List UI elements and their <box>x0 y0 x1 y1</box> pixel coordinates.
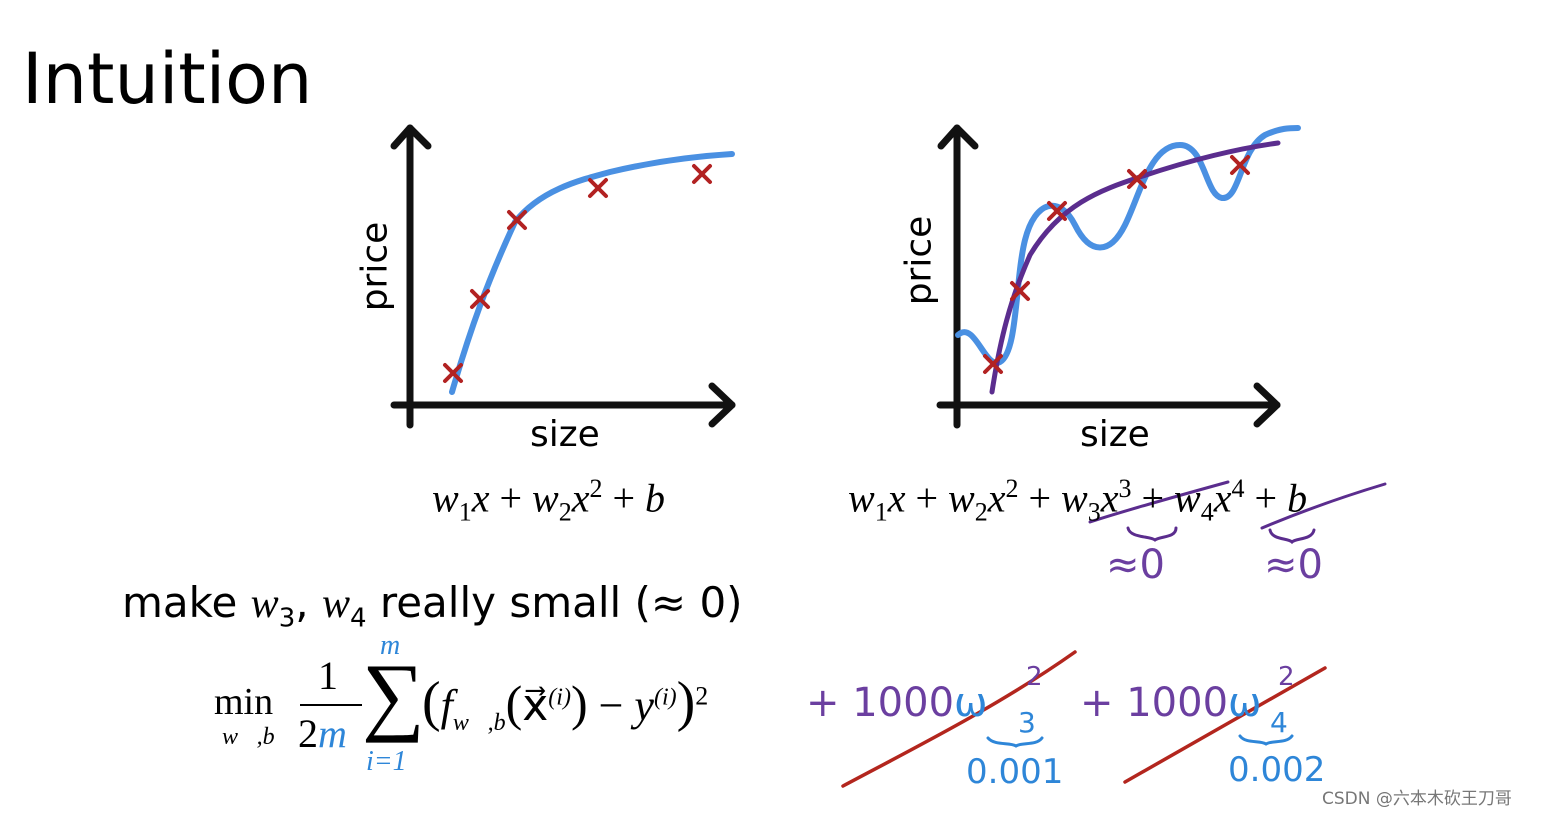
denominator-m: m <box>318 711 347 756</box>
min-operator: min <box>214 681 274 723</box>
sum-bottom: i=1 <box>366 746 407 777</box>
penalty2-sup: 2 <box>1278 662 1295 692</box>
fraction-bar <box>300 704 362 706</box>
penalty1-value: 0.001 <box>966 752 1064 792</box>
right-point-1 <box>983 354 1003 374</box>
right-regularized-fit <box>989 140 1281 395</box>
right-point-2 <box>1010 281 1030 301</box>
left-point-4 <box>588 178 608 198</box>
right-x-label: size <box>1080 414 1150 455</box>
min-subscript: w⃗,b <box>222 724 275 750</box>
brace-w3 <box>1126 526 1178 542</box>
penalty-term-1: + 1000ω <box>806 680 988 726</box>
brace-penalty-1 <box>986 736 1044 748</box>
left-equation: w1x + w2x2 + b <box>432 474 666 527</box>
brace-w4 <box>1268 528 1316 545</box>
penalty2-omega: ω <box>1228 680 1262 726</box>
penalty2-value: 0.002 <box>1228 750 1326 790</box>
right-wiggly-fit <box>955 125 1301 366</box>
left-point-5 <box>692 164 712 184</box>
approx-zero-w3: ≈0 <box>1106 542 1165 588</box>
right-y-arrow <box>937 124 979 150</box>
strike-w3 <box>1088 480 1230 524</box>
left-y-label: price <box>354 221 396 312</box>
left-point-3 <box>507 210 527 230</box>
penalty2-sub: 4 <box>1270 706 1288 739</box>
right-y-label: price <box>898 215 940 306</box>
penalty1-sup: 2 <box>1026 662 1043 692</box>
make-small-text: make w3, w4 really small (≈ 0) <box>122 578 743 634</box>
cost-function: min w⃗,b 1 2m m ∑ i=1 (fw⃗,b(x⃗(i)) − y(… <box>210 630 800 780</box>
penalty1-sub: 3 <box>1018 706 1036 739</box>
right-graph <box>936 124 1281 429</box>
fraction-numerator: 1 <box>318 653 338 698</box>
left-y-arrow <box>390 124 432 150</box>
strike-w4 <box>1260 482 1387 530</box>
right-equation: w1x + w2x2 + w3x3 + w4x4 + b <box>848 474 1308 527</box>
page-title: Intuition <box>22 38 313 120</box>
left-x-label: size <box>530 414 600 455</box>
strike-penalty-2 <box>1123 666 1327 784</box>
right-point-4 <box>1127 169 1147 189</box>
strike-penalty-1 <box>841 650 1077 788</box>
approx-zero-w4: ≈0 <box>1264 542 1323 588</box>
right-eq-annotations <box>1088 480 1387 545</box>
sum-body: (fw⃗,b(x⃗(i)) − y(i))2 <box>422 671 709 736</box>
left-x-arrow <box>708 382 736 428</box>
sum-symbol: ∑ <box>362 647 425 744</box>
penalty-term-2: + 1000ω <box>1080 680 1262 726</box>
left-graph <box>390 124 736 429</box>
right-x-arrow <box>1253 382 1281 428</box>
sum-top: m <box>380 630 401 661</box>
watermark: CSDN @六本木砍王刀哥 <box>1322 789 1512 809</box>
left-fit-curve <box>449 151 735 395</box>
brace-penalty-2 <box>1238 734 1294 746</box>
left-data-points <box>443 164 712 383</box>
penalty-strikes <box>841 650 1327 788</box>
penalty-braces <box>986 734 1294 748</box>
fraction-denominator: 2m <box>298 711 347 756</box>
right-point-3 <box>1047 201 1067 221</box>
left-point-2 <box>470 289 490 309</box>
right-point-5 <box>1230 155 1250 175</box>
right-data-points <box>983 155 1250 374</box>
left-point-1 <box>443 363 463 383</box>
penalty1-omega: ω <box>954 680 988 726</box>
